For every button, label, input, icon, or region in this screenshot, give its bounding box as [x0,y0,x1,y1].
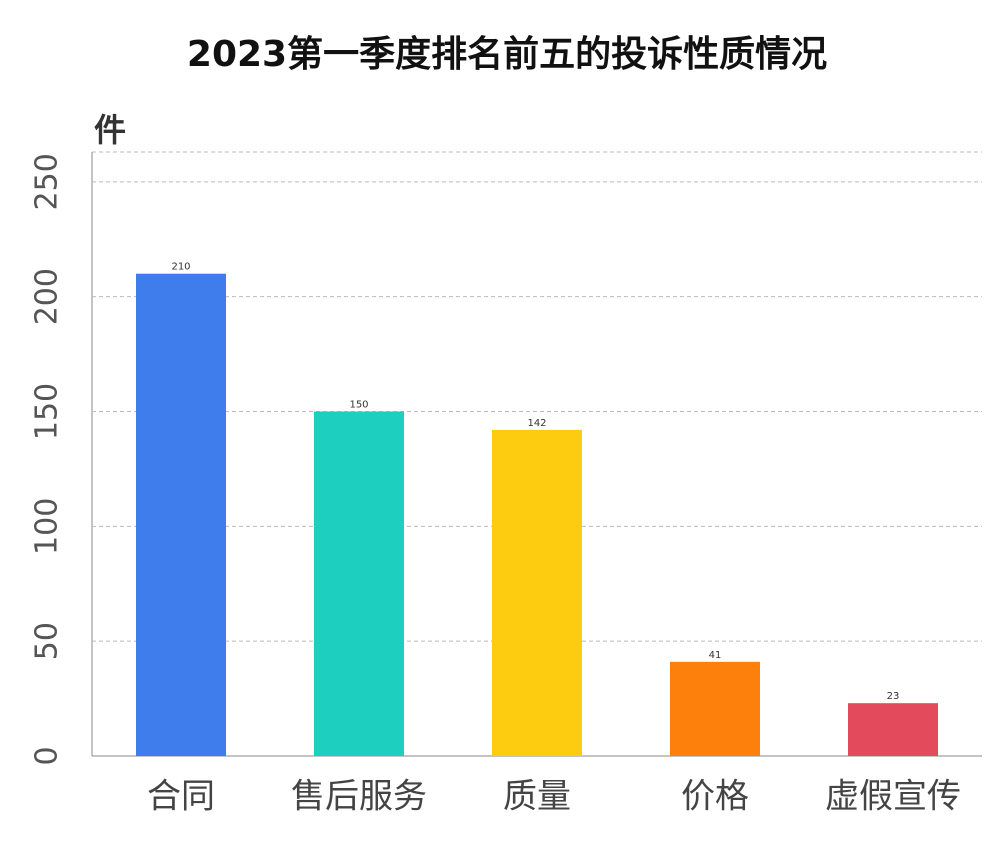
x-tick-label: 质量 [503,777,571,817]
y-tick-label: 200 [30,268,65,325]
bar [136,273,226,756]
y-tick-label: 0 [30,746,65,765]
x-tick-label: 虚假宣传 [825,777,961,817]
value-label: 23 [887,691,900,702]
bar [492,429,582,756]
y-tick-label: 50 [30,622,65,660]
x-tick-label: 售后服务 [291,777,427,817]
y-axis-label: 件 [94,111,126,149]
value-label: 150 [349,400,368,411]
value-label: 210 [171,262,190,273]
y-tick-label: 150 [30,383,65,440]
x-tick-label: 合同 [147,777,215,817]
chart-title: 2023第一季度排名前五的投诉性质情况 [187,34,827,75]
bar [670,661,760,756]
y-tick-label: 250 [30,153,65,210]
y-tick-label: 100 [30,498,65,555]
bar [848,703,938,756]
value-label: 41 [709,650,722,661]
bar [314,411,404,756]
x-tick-label: 价格 [681,777,749,817]
value-label: 142 [527,418,546,429]
